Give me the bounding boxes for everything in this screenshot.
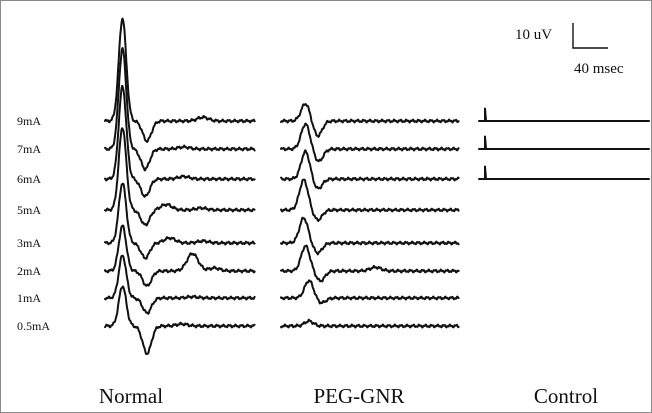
trace-control-9ma (478, 107, 650, 122)
group-labels: Normal PEG-GNR Control (99, 384, 598, 408)
trace-normal-2ma (104, 224, 256, 287)
trace-peg-gnr-9ma (280, 103, 460, 138)
level-label-3ma: 3mA (17, 236, 41, 250)
level-label-1ma: 1mA (17, 291, 41, 305)
scale-bar-lines (572, 23, 608, 49)
level-label-2ma: 2mA (17, 264, 41, 278)
trace-normal-0-5ma (104, 285, 256, 355)
trace-normal-1ma (104, 254, 256, 315)
level-label-0-5ma: 0.5mA (17, 319, 50, 333)
trace-normal-7ma (104, 47, 256, 172)
level-label-5ma: 5mA (17, 203, 41, 217)
level-label-6ma: 6mA (17, 172, 41, 186)
group-label-control: Control (534, 384, 598, 408)
level-label-9ma: 9mA (17, 114, 41, 128)
scale-bar-time-label: 40 msec (574, 61, 624, 77)
trace-peg-gnr-1ma (280, 279, 460, 305)
trace-normal-3ma (104, 182, 256, 260)
trace-normal-6ma (104, 84, 256, 198)
trace-peg-gnr-2ma (280, 244, 460, 283)
trace-peg-gnr-5ma (280, 178, 460, 222)
trace-normal-9ma (104, 17, 256, 143)
trace-peg-gnr-0-5ma (280, 318, 460, 329)
scale-bar-amplitude-label: 10 uV (515, 27, 552, 43)
scale-bar: 10 uV 40 msec (515, 23, 624, 77)
group-label-peg-gnr: PEG-GNR (313, 384, 404, 408)
trace-peg-gnr-6ma (280, 149, 460, 190)
traces (104, 17, 650, 355)
stimulus-level-labels: 9mA 7mA 6mA 5mA 3mA 2mA 1mA 0.5mA (17, 114, 50, 333)
trace-control-7ma (478, 135, 650, 150)
level-label-7ma: 7mA (17, 142, 41, 156)
trace-control-6ma (478, 165, 650, 180)
trace-peg-gnr-3ma (280, 216, 460, 256)
trace-normal-5ma (104, 127, 256, 227)
group-label-normal: Normal (99, 384, 163, 408)
trace-peg-gnr-7ma (280, 122, 460, 163)
